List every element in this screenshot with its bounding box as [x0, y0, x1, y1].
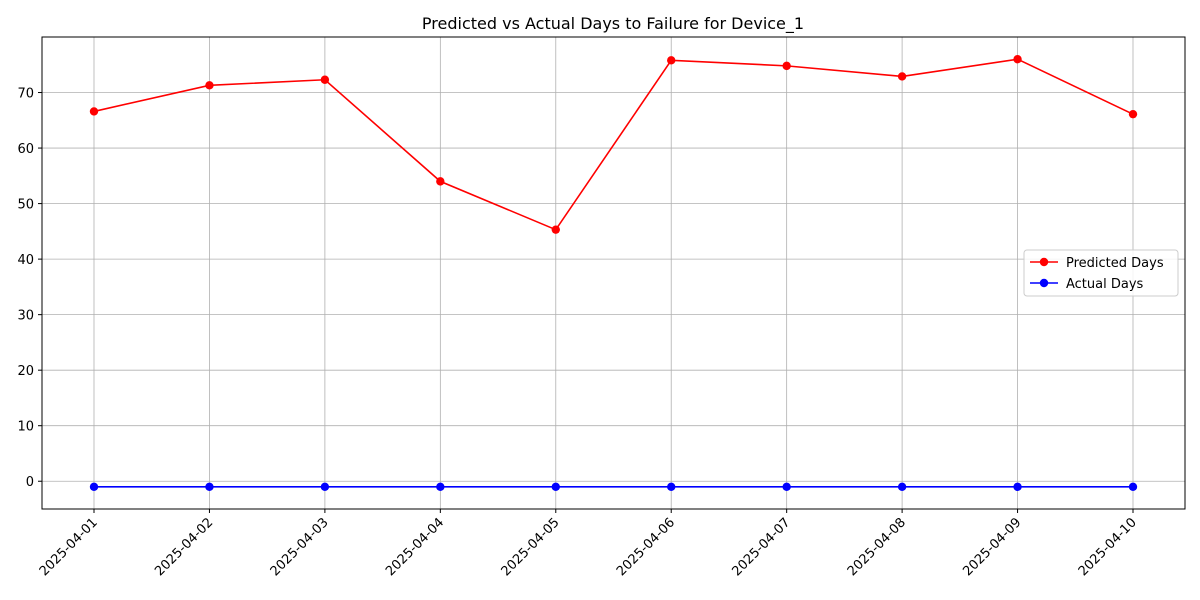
chart-title: Predicted vs Actual Days to Failure for …: [422, 14, 804, 34]
data-point: [205, 81, 214, 90]
data-point: [782, 61, 791, 71]
series-group: [89, 55, 1138, 491]
plot-frame: [41, 36, 1186, 510]
y-tick-label: 10: [17, 420, 34, 435]
data-point: [436, 177, 445, 186]
legend-label: Predicted Days: [1066, 256, 1164, 271]
y-tick-label: 50: [17, 198, 34, 213]
y-tick-label: 60: [17, 142, 34, 157]
data-point: [1128, 109, 1138, 119]
data-point: [1013, 55, 1022, 64]
data-point: [205, 482, 214, 491]
y-tick-label: 40: [17, 253, 34, 268]
data-point: [1013, 482, 1022, 491]
data-point: [782, 482, 791, 491]
data-point: [89, 482, 99, 491]
y-tick-label: 20: [17, 364, 34, 379]
data-point: [89, 107, 99, 116]
data-point: [320, 482, 330, 491]
data-point: [551, 482, 560, 491]
data-point: [436, 482, 445, 491]
legend-marker: [1039, 257, 1049, 267]
series-line: [93, 58, 1134, 231]
data-point: [667, 482, 676, 491]
y-tick-label: 70: [17, 87, 34, 102]
data-point: [551, 225, 560, 234]
data-point: [667, 56, 676, 65]
legend-label: Actual Days: [1066, 277, 1144, 292]
legend-box: [1023, 249, 1179, 297]
data-point: [897, 482, 907, 491]
y-tick-label: 30: [17, 309, 34, 324]
data-point: [1128, 482, 1138, 491]
data-point: [897, 72, 907, 81]
data-point: [320, 75, 330, 84]
y-axis: 0 10 20 30 40 50 60 70: [17, 87, 42, 490]
legend-marker: [1039, 278, 1049, 288]
legend: Predicted Days Actual Days: [1023, 249, 1179, 297]
y-tick-label: 0: [26, 475, 34, 490]
